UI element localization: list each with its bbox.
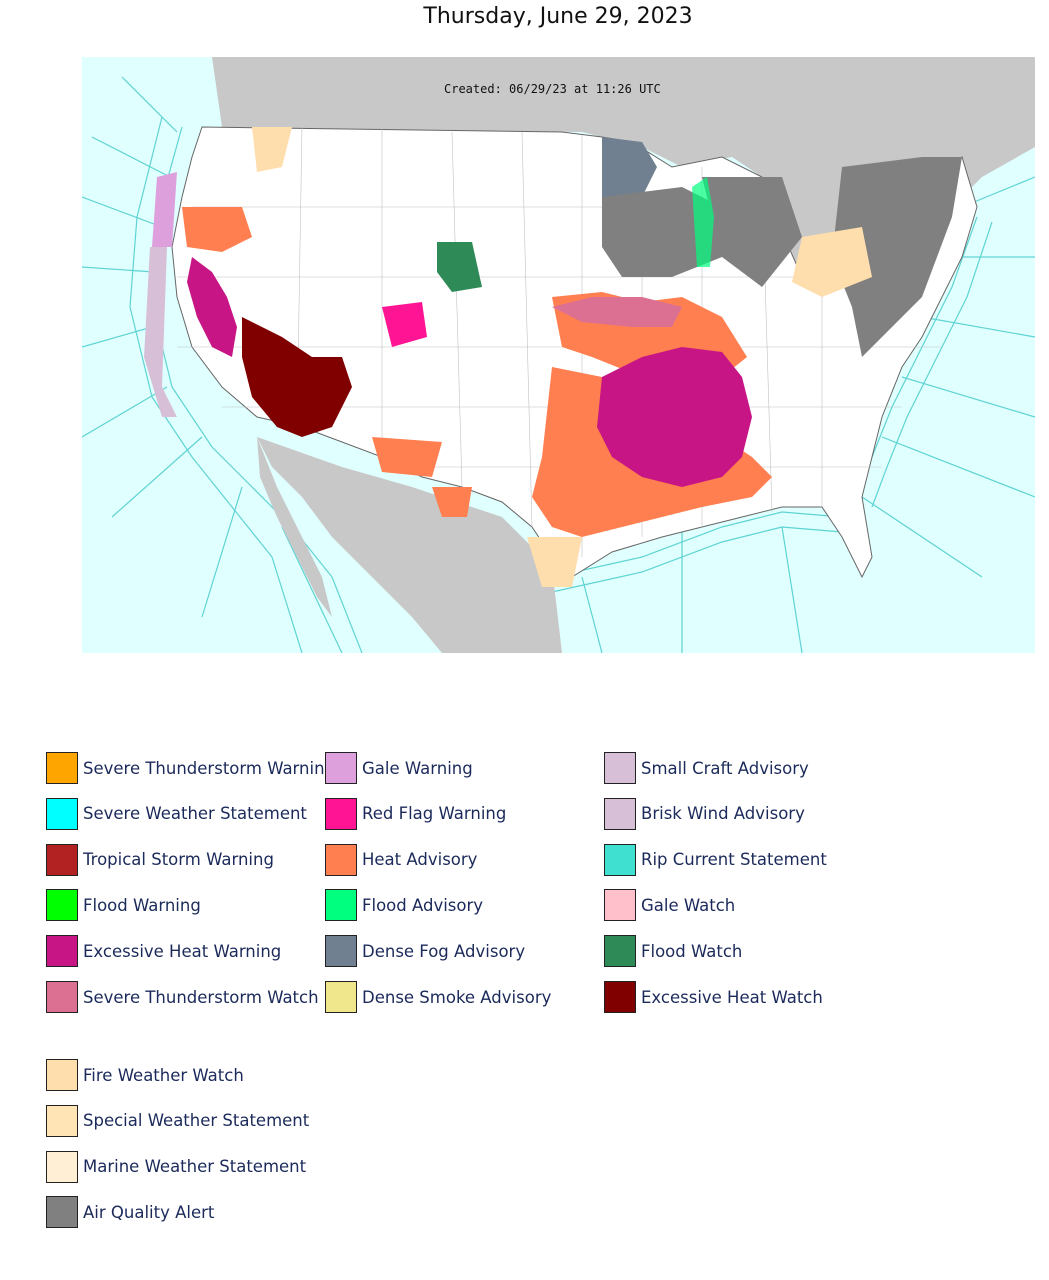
legend-item: Flood Warning	[46, 888, 201, 922]
legend-item: Severe Thunderstorm Warning	[46, 751, 335, 785]
legend-swatch	[325, 889, 357, 922]
map-svg: Created: 06/29/23 at 11:26 UTC	[82, 57, 1035, 653]
legend-swatch	[604, 935, 636, 968]
legend-swatch	[604, 752, 636, 784]
legend-item: Excessive Heat Warning	[46, 934, 281, 968]
legend-label: Fire Weather Watch	[83, 1065, 244, 1085]
legend-label: Gale Watch	[641, 895, 736, 915]
legend-label: Small Craft Advisory	[641, 758, 809, 778]
legend-item: Gale Watch	[604, 888, 735, 922]
legend-swatch	[325, 843, 357, 876]
legend-label: Excessive Heat Warning	[83, 941, 282, 961]
legend-swatch	[604, 981, 636, 1013]
legend-item: Flood Watch	[604, 934, 742, 968]
legend-item: Special Weather Statement	[46, 1104, 309, 1138]
legend-item: Fire Weather Watch	[46, 1058, 244, 1092]
legend-swatch	[46, 752, 78, 784]
legend-swatch	[604, 843, 636, 876]
atlantic-marine-zones	[551, 176, 1035, 653]
weather-alert-map: Created: 06/29/23 at 11:26 UTC	[82, 57, 1035, 653]
legend-label: Red Flag Warning	[362, 804, 507, 824]
legend-swatch	[604, 889, 636, 922]
legend-swatch	[325, 935, 357, 968]
legend-label: Air Quality Alert	[83, 1202, 215, 1222]
legend-label: Severe Weather Statement	[83, 804, 307, 824]
legend-label: Dense Fog Advisory	[362, 941, 526, 961]
legend-label: Rip Current Statement	[641, 850, 827, 870]
legend-label: Severe Thunderstorm Warning	[83, 758, 336, 778]
legend-item: Severe Thunderstorm Watch	[46, 980, 319, 1014]
legend-swatch	[46, 889, 78, 922]
legend-label: Severe Thunderstorm Watch	[83, 987, 319, 1007]
legend-swatch	[46, 797, 78, 830]
legend-label: Brisk Wind Advisory	[641, 804, 805, 824]
legend-swatch	[46, 1150, 78, 1183]
legend-label: Flood Warning	[83, 895, 201, 915]
canada-land	[212, 57, 1035, 277]
legend-item: Flood Advisory	[325, 888, 483, 922]
legend-label: Gale Warning	[362, 758, 473, 778]
legend-item: Excessive Heat Watch	[604, 980, 823, 1014]
legend-item: Red Flag Warning	[325, 797, 506, 831]
legend-swatch	[325, 797, 357, 830]
legend-label: Flood Watch	[641, 941, 743, 961]
legend-swatch	[325, 981, 357, 1013]
alert-areas	[144, 127, 962, 587]
legend-item: Rip Current Statement	[604, 843, 827, 877]
legend-item: Marine Weather Statement	[46, 1150, 306, 1184]
legend-label: Flood Advisory	[362, 895, 484, 915]
legend-swatch	[46, 1059, 78, 1091]
legend-label: Dense Smoke Advisory	[362, 987, 552, 1007]
created-timestamp: Created: 06/29/23 at 11:26 UTC	[444, 82, 661, 96]
page-title: Thursday, June 29, 2023	[423, 4, 693, 29]
legend-swatch	[46, 843, 78, 876]
legend-label: Heat Advisory	[362, 850, 478, 870]
baja-land	[257, 437, 332, 617]
legend-item: Dense Smoke Advisory	[325, 980, 551, 1014]
legend-item: Small Craft Advisory	[604, 751, 809, 785]
legend-swatch	[46, 1104, 78, 1137]
legend-swatch	[325, 752, 357, 784]
legend-item: Severe Weather Statement	[46, 797, 307, 831]
legend-label: Excessive Heat Watch	[641, 987, 823, 1007]
legend-swatch	[604, 797, 636, 830]
legend-swatch	[46, 1196, 78, 1229]
mexico-land	[257, 437, 562, 653]
legend-swatch	[46, 981, 78, 1013]
legend-label: Special Weather Statement	[83, 1111, 310, 1131]
legend-label: Marine Weather Statement	[83, 1157, 307, 1177]
legend-item: Dense Fog Advisory	[325, 934, 525, 968]
legend-item: Tropical Storm Warning	[46, 843, 274, 877]
legend-item: Air Quality Alert	[46, 1195, 214, 1229]
legend-swatch	[46, 935, 78, 968]
legend-item: Gale Warning	[325, 751, 473, 785]
legend-item: Brisk Wind Advisory	[604, 797, 805, 831]
legend-label: Tropical Storm Warning	[83, 850, 274, 870]
legend-item: Heat Advisory	[325, 843, 477, 877]
